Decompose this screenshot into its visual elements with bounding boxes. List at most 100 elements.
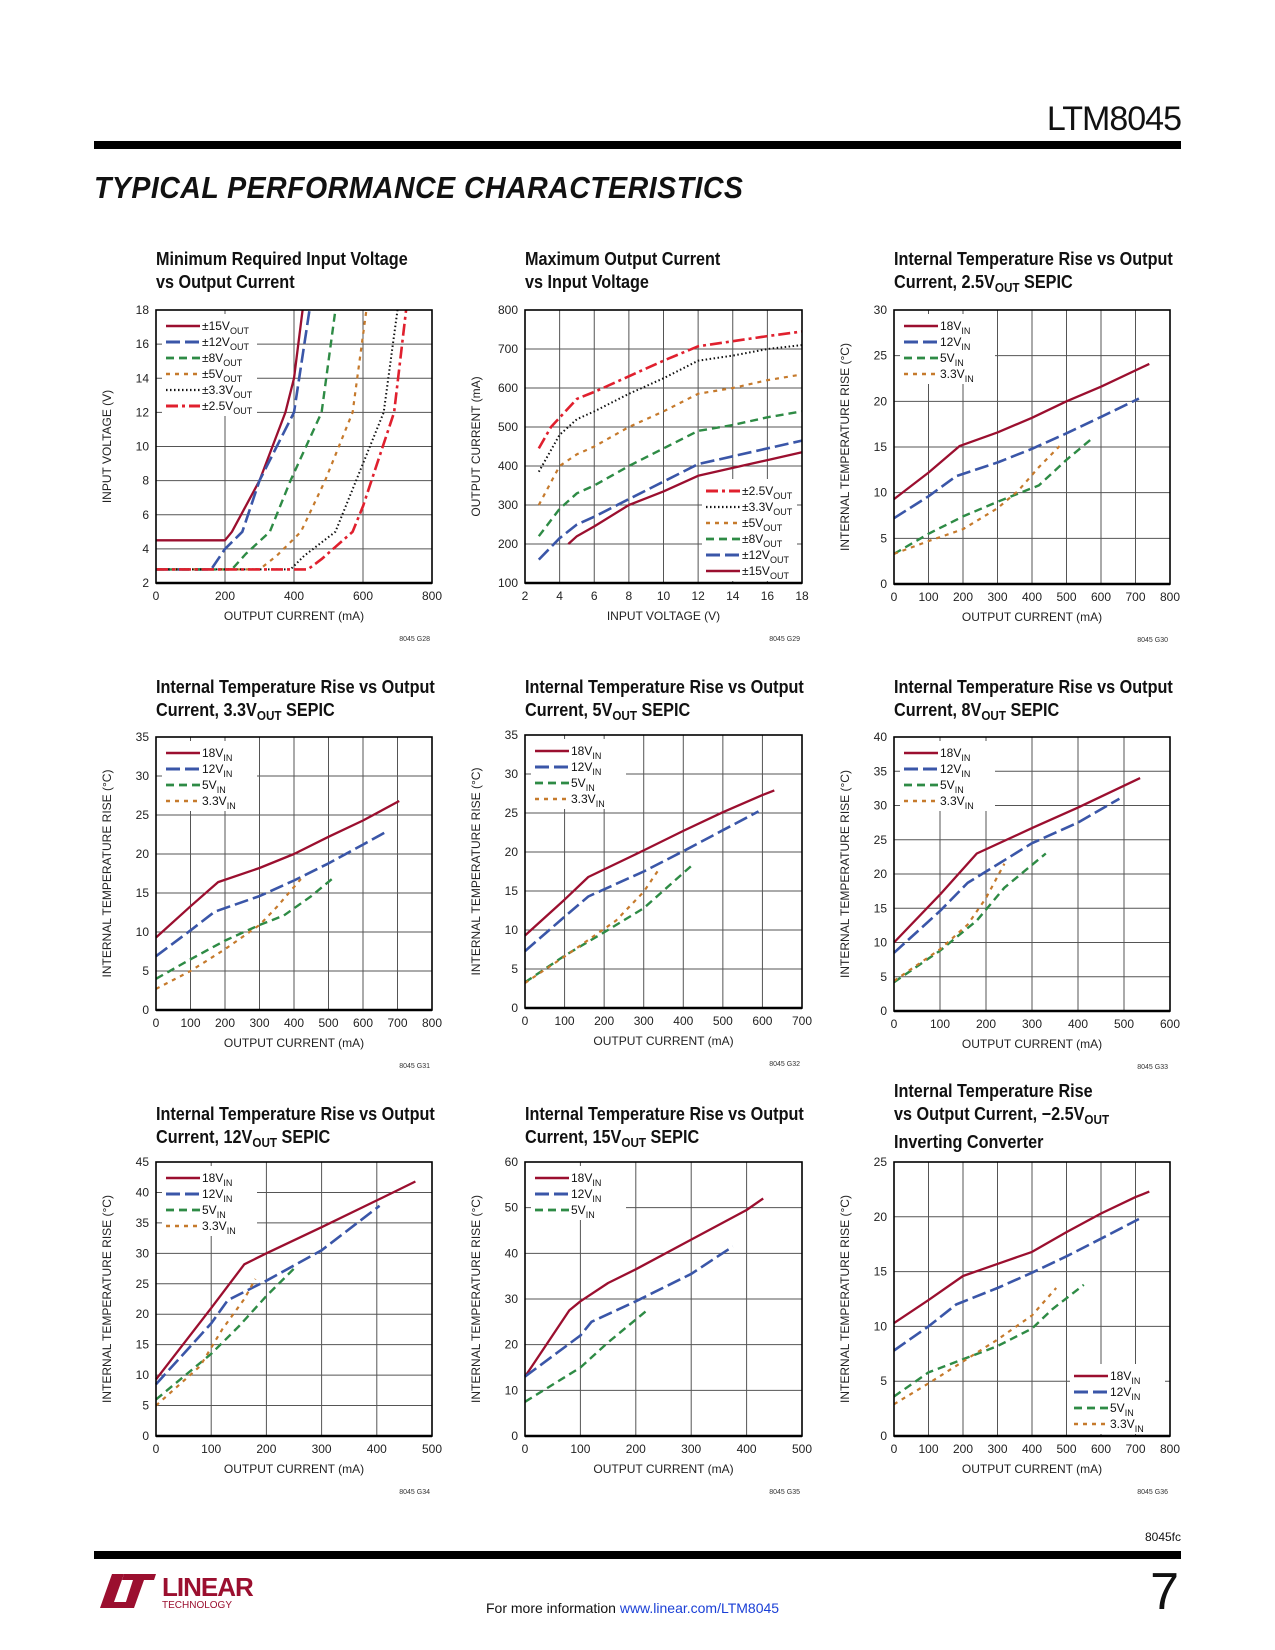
revision-code: 8045fc	[1144, 1530, 1181, 1544]
series-line	[155, 1278, 257, 1407]
series-line	[537, 344, 803, 473]
series-line	[156, 309, 311, 571]
legend-label-subscript: IN	[223, 753, 232, 763]
y-axis-label: OUTPUT CURRENT (mA)	[469, 376, 483, 516]
chart-G29: ±2.5VOUT±3.3VOUT±5VOUT±8VOUT±12VOUT±15VO…	[469, 303, 809, 643]
y-tick-label: 25	[874, 1155, 888, 1169]
chart-title-text: SEPIC	[1019, 272, 1073, 292]
legend-label-subscript: IN	[596, 799, 605, 809]
y-tick-label: 20	[136, 847, 150, 861]
y-tick-label: 15	[874, 440, 888, 454]
x-tick-label: 500	[792, 1442, 812, 1456]
legend-label-text: ±3.3V	[742, 500, 773, 514]
chart-title-text: Current, 2.5V	[894, 272, 995, 292]
legend-label-subscript: OUT	[223, 374, 243, 384]
chart-title-line: Inverting Converter	[894, 1132, 1044, 1152]
legend-label-subscript: OUT	[230, 342, 250, 352]
y-tick-label: 2	[142, 576, 149, 590]
legend-label-subscript: IN	[961, 326, 970, 336]
y-tick-label: 40	[505, 1246, 519, 1260]
x-tick-label: 200	[594, 1014, 614, 1028]
chart-G28: ±15VOUT±12VOUT±8VOUT±5VOUT±3.3VOUT±2.5VO…	[100, 303, 442, 643]
figure-code: 8045 G31	[399, 1063, 430, 1070]
footer-info-text: For more information	[486, 1600, 616, 1616]
y-tick-label: 20	[505, 1338, 519, 1352]
y-tick-label: 40	[136, 1185, 150, 1199]
series-line	[893, 1283, 1085, 1398]
legend-label-text: 3.3V	[940, 367, 965, 381]
x-tick-label: 500	[318, 1016, 338, 1030]
legend-label-text: 18V	[202, 1171, 223, 1185]
legend-label-subscript: IN	[223, 769, 232, 779]
legend-label-text: 5V	[202, 778, 217, 792]
y-axis-label: INTERNAL TEMPERATURE RISE (°C)	[838, 1195, 852, 1403]
legend-label: 5VIN	[202, 778, 226, 795]
y-tick-label: 10	[874, 486, 888, 500]
x-tick-label: 600	[1091, 1442, 1111, 1456]
legend-label-text: 5V	[571, 776, 586, 790]
x-tick-label: 200	[256, 1442, 276, 1456]
y-tick-label: 20	[136, 1307, 150, 1321]
legend-label-text: 3.3V	[571, 792, 596, 806]
x-tick-label: 500	[422, 1442, 442, 1456]
footer-link[interactable]: www.linear.com/LTM8045	[619, 1600, 780, 1616]
y-tick-label: 25	[874, 349, 888, 363]
series-line	[537, 439, 803, 561]
series-line	[893, 362, 1150, 501]
legend-label-text: 12V	[202, 1187, 223, 1201]
x-tick-label: 700	[792, 1014, 812, 1028]
x-tick-label: 800	[422, 1016, 442, 1030]
legend-label-subscript: IN	[592, 1178, 601, 1188]
y-tick-label: 35	[136, 1216, 150, 1230]
x-tick-label: 400	[367, 1442, 387, 1456]
y-tick-label: 0	[142, 1429, 149, 1443]
legend-label-text: ±5V	[202, 367, 223, 381]
legend-label-text: 18V	[571, 1171, 592, 1185]
legend-label-subscript: OUT	[773, 507, 793, 517]
x-tick-label: 600	[752, 1014, 772, 1028]
x-tick-label: 0	[891, 590, 898, 604]
x-tick-label: 6	[591, 589, 598, 603]
figure-code: 8045 G29	[769, 636, 800, 643]
y-axis-label: INTERNAL TEMPERATURE RISE (°C)	[100, 770, 114, 978]
legend-label: ±5VOUT	[742, 516, 783, 533]
x-tick-label: 400	[737, 1442, 757, 1456]
legend-label-subscript: IN	[1135, 1424, 1144, 1434]
legend-label: 5VIN	[1110, 1401, 1134, 1418]
x-tick-label: 100	[555, 1014, 575, 1028]
y-tick-label: 16	[136, 337, 150, 351]
y-tick-label: 30	[136, 769, 150, 783]
legend-label-subscript: OUT	[770, 571, 790, 581]
x-tick-label: 0	[522, 1442, 529, 1456]
y-tick-label: 200	[498, 537, 518, 551]
legend-label-text: 18V	[940, 319, 961, 333]
chart-title-text: vs Output Current, −2.5V	[894, 1104, 1085, 1124]
x-tick-label: 700	[1125, 1442, 1145, 1456]
legend-label: 12VIN	[202, 1187, 232, 1204]
y-tick-label: 15	[505, 884, 519, 898]
series-line	[893, 445, 1061, 555]
series-line	[524, 867, 661, 984]
chart-title-text: SEPIC	[646, 1127, 700, 1147]
legend-label: 5VIN	[571, 776, 595, 793]
legend-label-text: ±3.3V	[202, 383, 233, 397]
legend-label-subscript: OUT	[770, 555, 790, 565]
chart-title: Minimum Required Input Voltage vs Output …	[156, 248, 408, 294]
legend-label: 3.3VIN	[571, 792, 605, 809]
x-tick-label: 14	[726, 589, 740, 603]
y-tick-label: 35	[874, 764, 888, 778]
x-tick-label: 200	[953, 1442, 973, 1456]
x-axis-label: OUTPUT CURRENT (mA)	[224, 609, 364, 623]
series-line	[893, 1287, 1058, 1406]
y-tick-label: 35	[136, 730, 150, 744]
x-tick-label: 500	[713, 1014, 733, 1028]
figure-code: 8045 G33	[1137, 1064, 1168, 1071]
legend-label: 3.3VIN	[202, 1219, 236, 1236]
y-tick-label: 700	[498, 342, 518, 356]
chart-title: Maximum Output Current vs Input Voltage	[525, 248, 720, 294]
y-tick-label: 300	[498, 498, 518, 512]
x-tick-label: 200	[626, 1442, 646, 1456]
